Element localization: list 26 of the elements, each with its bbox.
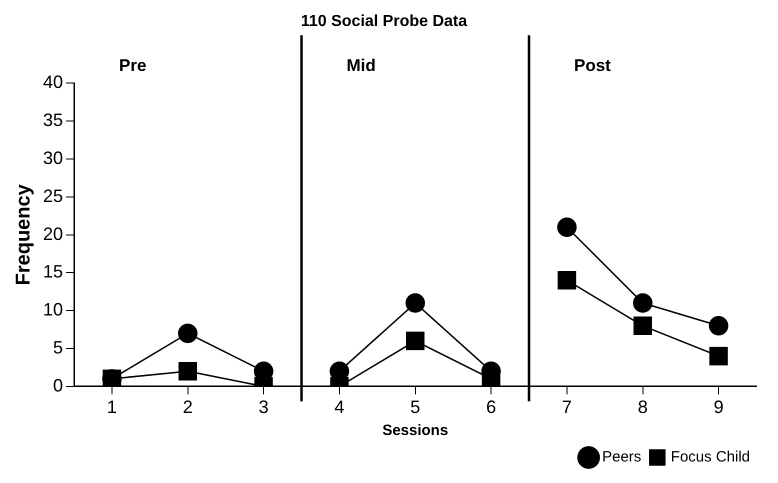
text: Mid — [346, 56, 376, 76]
x-axis-title: Sessions — [382, 422, 448, 440]
y-tick-label: 5 — [53, 337, 64, 358]
x-tick-label: 6 — [486, 397, 496, 418]
y-tick-label: 25 — [42, 186, 64, 206]
y-tick-label: 20 — [42, 224, 64, 244]
y-tick-label: 35 — [42, 110, 64, 130]
x-tick-label: 2 — [182, 397, 193, 418]
y-tick-label: 30 — [42, 148, 64, 168]
text: Post — [574, 56, 612, 76]
x-tick-label: 9 — [714, 397, 724, 418]
y-tick-label: 15 — [42, 262, 64, 282]
x-tick-label: 5 — [410, 397, 420, 418]
text: Pre — [119, 56, 146, 76]
x-tick-label: 4 — [334, 397, 344, 418]
y-tick-label: 40 — [42, 72, 64, 92]
x-tick-label: 3 — [258, 397, 269, 418]
legend-label: Focus Child — [670, 448, 750, 466]
chart-title: 110 Social Probe Data — [300, 13, 468, 30]
y-axis-title: Frequency — [12, 183, 35, 286]
y-tick-label: 10 — [42, 300, 64, 320]
x-tick-label: 7 — [562, 397, 572, 418]
x-tick-label: 1 — [106, 397, 117, 418]
legend-label: Peers — [602, 448, 642, 466]
y-tick-label: 0 — [53, 375, 64, 396]
x-tick-label: 8 — [638, 397, 648, 418]
